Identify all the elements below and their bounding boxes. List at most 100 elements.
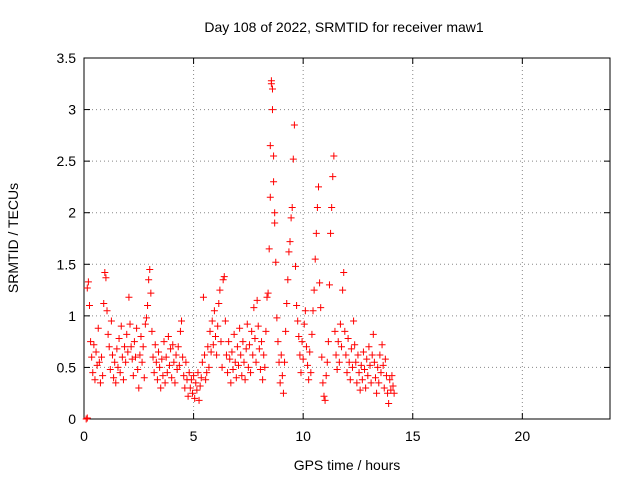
data-point — [318, 353, 326, 361]
data-point — [242, 345, 250, 353]
y-tick-label: 2.5 — [57, 153, 77, 169]
data-point — [378, 341, 386, 349]
data-point — [252, 358, 260, 366]
x-tick-label: 20 — [515, 428, 531, 444]
data-point — [298, 338, 306, 346]
data-point — [102, 274, 110, 282]
data-point — [320, 392, 328, 400]
data-point — [362, 384, 370, 392]
data-point — [187, 376, 195, 384]
data-point — [359, 348, 367, 356]
data-point — [294, 317, 302, 325]
data-point — [201, 351, 209, 359]
data-point — [218, 363, 226, 371]
data-point — [265, 245, 273, 253]
data-point — [249, 351, 257, 359]
data-point — [103, 307, 111, 315]
data-point — [204, 343, 212, 351]
data-point — [96, 379, 104, 387]
data-point — [233, 343, 241, 351]
data-point — [168, 374, 176, 382]
data-point — [256, 365, 264, 373]
data-point — [341, 327, 349, 335]
data-point — [230, 330, 238, 338]
data-point — [112, 379, 120, 387]
data-point — [319, 379, 327, 387]
data-point — [304, 361, 312, 369]
data-point — [290, 121, 298, 129]
data-point — [331, 327, 339, 335]
data-point — [159, 372, 167, 380]
data-point — [127, 343, 135, 351]
x-tick-label: 15 — [405, 428, 421, 444]
data-point — [237, 351, 245, 359]
data-point — [321, 396, 329, 404]
data-point — [333, 365, 341, 373]
data-point — [180, 372, 188, 380]
data-point — [336, 320, 344, 328]
y-axis-label: SRMTID / TECUs — [5, 183, 21, 293]
data-point — [98, 353, 106, 361]
chart-title: Day 108 of 2022, SRMTID for receiver maw… — [204, 19, 484, 35]
data-point — [172, 351, 180, 359]
data-point — [99, 372, 107, 380]
data-point — [231, 358, 239, 366]
data-point — [153, 376, 161, 384]
data-point — [130, 338, 138, 346]
data-point — [274, 338, 282, 346]
data-point — [356, 386, 364, 394]
data-point — [213, 351, 221, 359]
data-point — [163, 369, 171, 377]
data-point — [317, 304, 325, 312]
data-point — [224, 369, 232, 377]
data-point — [173, 365, 181, 373]
data-point — [106, 365, 114, 373]
data-point — [309, 307, 317, 315]
data-point — [300, 320, 308, 328]
data-point — [248, 327, 256, 335]
data-point — [328, 204, 336, 212]
data-point — [139, 343, 147, 351]
data-point — [132, 353, 140, 361]
data-point — [147, 289, 155, 297]
data-point — [287, 214, 295, 222]
data-point — [388, 372, 396, 380]
data-point — [295, 332, 303, 340]
data-point — [175, 361, 183, 369]
data-point — [310, 286, 318, 294]
data-point — [267, 77, 275, 85]
y-tick-label: 0.5 — [57, 359, 77, 375]
data-point — [205, 363, 213, 371]
data-point — [138, 358, 146, 366]
data-point — [207, 348, 215, 356]
data-point — [305, 376, 313, 384]
data-point — [345, 358, 353, 366]
data-point — [365, 343, 373, 351]
data-point — [190, 372, 198, 380]
data-point — [357, 361, 365, 369]
data-point — [367, 379, 375, 387]
data-point — [169, 341, 177, 349]
data-point — [306, 348, 314, 356]
data-point — [124, 348, 132, 356]
data-point — [82, 415, 90, 423]
data-point — [283, 299, 291, 307]
data-point — [276, 379, 284, 387]
grid — [84, 58, 610, 419]
data-point — [373, 389, 381, 397]
data-point — [202, 376, 210, 384]
data-point — [215, 299, 223, 307]
data-point — [146, 265, 154, 273]
data-point — [113, 345, 121, 353]
data-point — [266, 193, 274, 201]
data-point — [251, 335, 259, 343]
data-point — [390, 389, 398, 397]
data-point — [216, 286, 224, 294]
y-tick-labels: 0 0.5 1 1.5 2 2.5 3 3.5 — [57, 50, 77, 427]
data-point — [228, 348, 236, 356]
data-point — [140, 374, 148, 382]
data-point — [208, 317, 216, 325]
data-point — [94, 324, 102, 332]
data-point — [344, 335, 352, 343]
